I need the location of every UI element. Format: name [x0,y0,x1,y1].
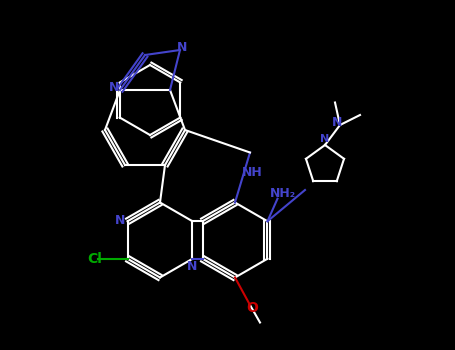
Text: N: N [320,134,329,144]
Text: N: N [115,214,125,227]
Text: N: N [332,116,343,129]
Text: N: N [187,260,197,273]
Text: Cl: Cl [87,252,102,266]
Text: N: N [109,81,119,94]
Text: O: O [247,301,258,315]
Text: NH₂: NH₂ [269,187,296,200]
Text: NH: NH [242,166,263,179]
Text: N: N [177,41,187,54]
